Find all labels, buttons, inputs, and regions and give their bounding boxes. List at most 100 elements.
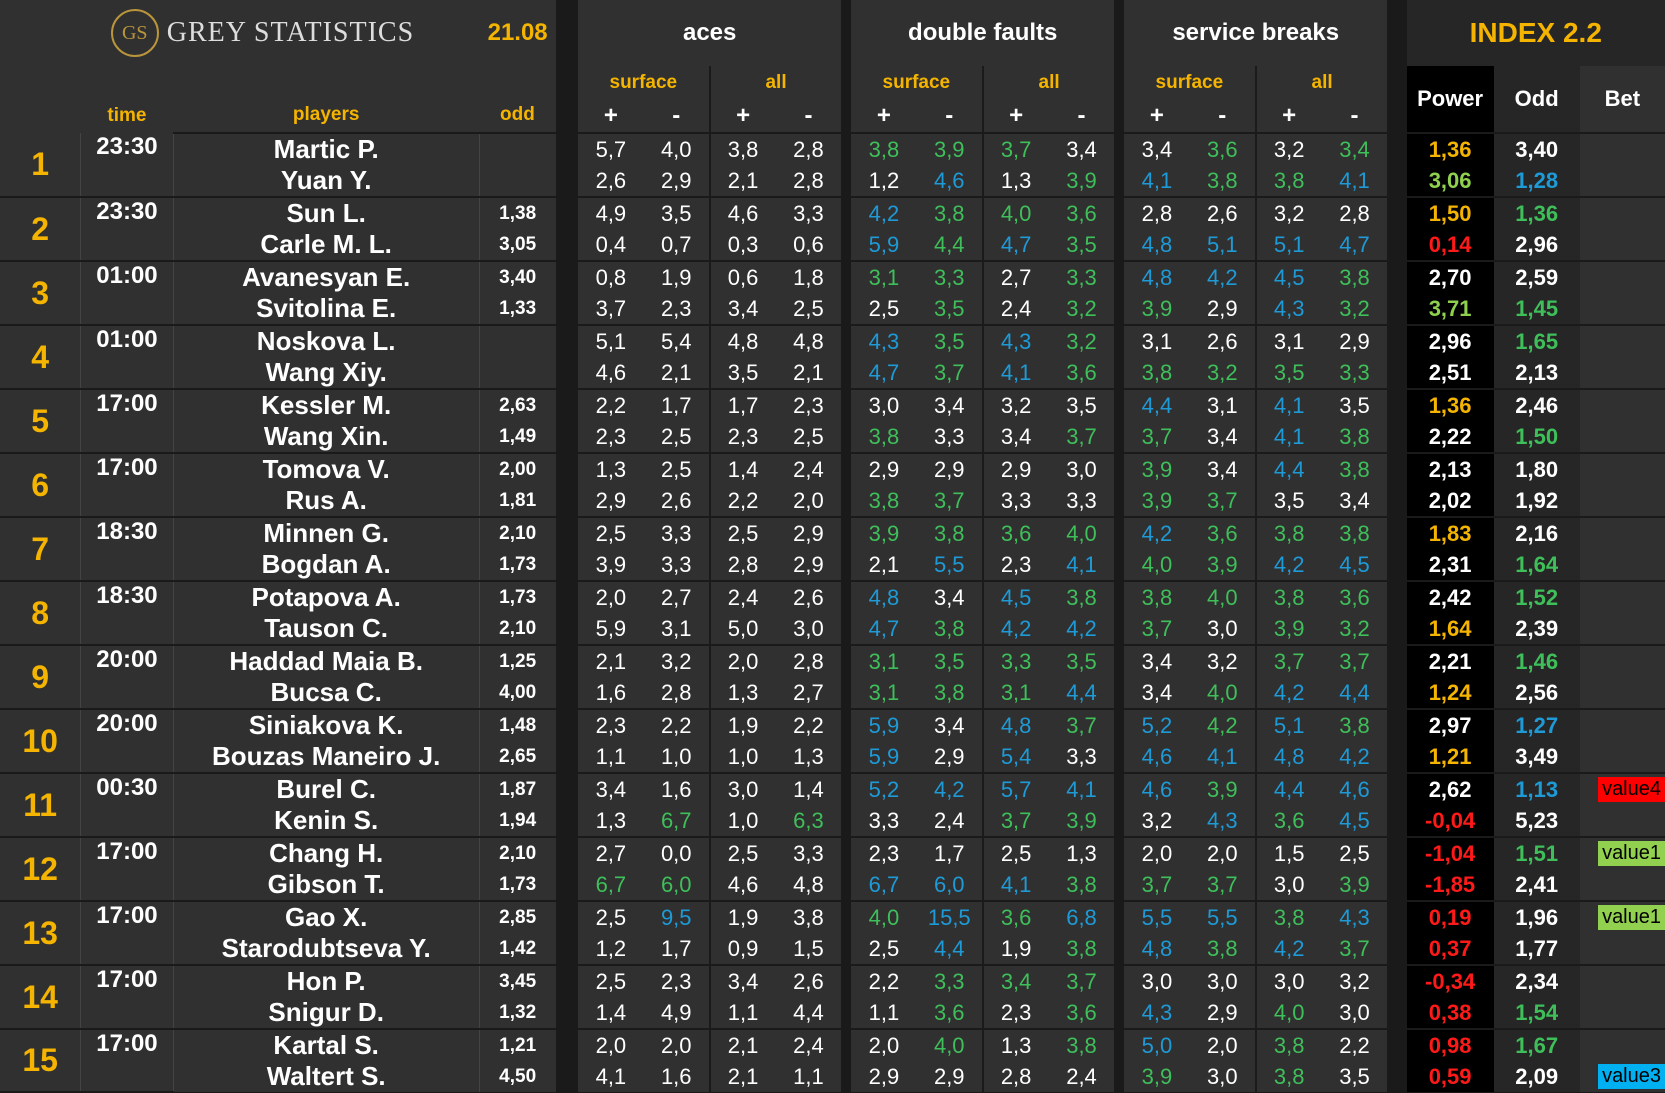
- stat-cell: 2,8: [982, 1061, 1049, 1092]
- table-row[interactable]: Kenin S. 1,94 1,3 6,7 1,0 6,3 3,3 2,4 3,7 3,9 3,2 4…: [0, 805, 1665, 837]
- player-name[interactable]: Noskova L.: [173, 324, 480, 357]
- table-row[interactable]: Starodubtseva Y. 1,42 1,2 1,7 0,9 1,5 2,5 4,4 1,…: [0, 933, 1665, 965]
- stat-cell: 2,2: [709, 485, 776, 517]
- table-row[interactable]: 2 23:30 Sun L. 1,38 4,9 3,5 4,6 3,3 4,2 3,8 4,0 3,6…: [0, 196, 1665, 262]
- player-name[interactable]: Chang H.: [173, 836, 480, 869]
- stat-cell: 4,2: [1048, 613, 1115, 645]
- power-value: -0,04: [1406, 805, 1494, 837]
- player-name[interactable]: Rus A.: [173, 485, 480, 517]
- player-name[interactable]: Wang Xin.: [173, 421, 480, 453]
- table-row[interactable]: Svitolina E. 1,33 3,7 2,3 3,4 2,5 2,5 3,5 2,4 3,2…: [0, 293, 1665, 325]
- player-name[interactable]: Potapova A.: [173, 580, 480, 613]
- stat-cell: 4,2: [1255, 549, 1322, 581]
- player-odd: 2,10: [479, 613, 556, 645]
- stat-cell: 4,5: [1321, 549, 1388, 581]
- stat-cell: 3,9: [1048, 805, 1115, 837]
- player-name[interactable]: Siniakova K.: [173, 708, 480, 741]
- table-row[interactable]: Bogdan A. 1,73 3,9 3,3 2,8 2,9 2,1 5,5 2,3 4,1 4,0…: [0, 549, 1665, 581]
- player-name[interactable]: Tomova V.: [173, 452, 480, 485]
- stat-cell: 2,8: [775, 644, 842, 677]
- stat-cell: 6,7: [643, 805, 711, 837]
- table-row[interactable]: 6 17:00 Tomova V. 2,00 1,3 2,5 1,4 2,4 2,9 2,9 2,9…: [0, 452, 1665, 518]
- table-row[interactable]: Wang Xiy. 4,6 2,1 3,5 2,1 4,7 3,7 4,1 3,6 3,8 3,2 3…: [0, 357, 1665, 389]
- player-name[interactable]: Bouzas Maneiro J.: [173, 741, 480, 773]
- player-name[interactable]: Hon P.: [173, 964, 480, 997]
- player-name[interactable]: Sun L.: [173, 196, 480, 229]
- stat-cell: 2,0: [577, 580, 644, 613]
- player-name[interactable]: Snigur D.: [173, 997, 480, 1029]
- player-name[interactable]: Carle M. L.: [173, 229, 480, 261]
- stat-cell: 0,6: [775, 229, 842, 261]
- table-row[interactable]: 5 17:00 Kessler M. 2,63 2,2 1,7 1,7 2,3 3,0 3,4 3,…: [0, 388, 1665, 454]
- stat-cell: 3,7: [1189, 485, 1257, 517]
- player-name[interactable]: Bogdan A.: [173, 549, 480, 581]
- stat-cell: 3,1: [850, 644, 917, 677]
- table-row[interactable]: 9 20:00 Haddad Maia B. 1,25 2,1 3,2 2,0 2,8 3,1 3…: [0, 644, 1665, 710]
- stat-cell: 2,1: [709, 1061, 776, 1092]
- table-row[interactable]: 7 18:30 Minnen G. 2,10 2,5 3,3 2,5 2,9 3,9 3,8 3,6…: [0, 516, 1665, 582]
- player-name[interactable]: Svitolina E.: [173, 293, 480, 325]
- player-name[interactable]: Yuan Y.: [173, 165, 480, 197]
- bet-badge[interactable]: value1: [1598, 841, 1665, 866]
- stat-cell: 2,5: [775, 421, 842, 453]
- table-row[interactable]: 15 17:00 Kartal S. 1,21 2,0 2,0 2,1 2,4 2,0 4,0 1,…: [0, 1028, 1665, 1093]
- stat-cell: 5,0: [1124, 1028, 1190, 1061]
- table-row[interactable]: 10 20:00 Siniakova K. 1,48 2,3 2,2 1,9 2,2 5,9 3,…: [0, 708, 1665, 774]
- stat-cell: 3,7: [916, 357, 984, 389]
- stat-cell: 4,9: [577, 196, 644, 229]
- stat-cell: 4,3: [1255, 293, 1322, 325]
- table-row[interactable]: Bucsa C. 4,00 1,6 2,8 1,3 2,7 3,1 3,8 3,1 4,4 3,4 4…: [0, 677, 1665, 709]
- table-row[interactable]: Wang Xin. 1,49 2,3 2,5 2,3 2,5 3,8 3,3 3,4 3,7 3,7…: [0, 421, 1665, 453]
- stat-cell: 5,9: [850, 708, 917, 741]
- table-row[interactable]: 1 23:30 Martic P. 5,7 4,0 3,8 2,8 3,8 3,9 3,7 3,4 3…: [0, 132, 1665, 198]
- table-row[interactable]: 3 01:00 Avanesyan E. 3,40 0,8 1,9 0,6 1,8 3,1 3,3…: [0, 260, 1665, 326]
- table-row[interactable]: Yuan Y. 2,6 2,9 2,1 2,8 1,2 4,6 1,3 3,9 4,1 3,8 3,8…: [0, 165, 1665, 197]
- player-name[interactable]: Tauson C.: [173, 613, 480, 645]
- stat-cell: 1,6: [643, 1061, 711, 1092]
- table-row[interactable]: 8 18:30 Potapova A. 1,73 2,0 2,7 2,4 2,6 4,8 3,4 4…: [0, 580, 1665, 646]
- table-row[interactable]: Bouzas Maneiro J. 2,65 1,1 1,0 1,0 1,3 5,9 2,9 5…: [0, 741, 1665, 773]
- player-name[interactable]: Bucsa C.: [173, 677, 480, 709]
- stat-cell: 3,8: [1321, 452, 1388, 485]
- player-name[interactable]: Starodubtseva Y.: [173, 933, 480, 965]
- player-name[interactable]: Martic P.: [173, 132, 480, 165]
- player-name[interactable]: Avanesyan E.: [173, 260, 480, 293]
- stat-cell: 3,4: [577, 772, 644, 805]
- table-row[interactable]: 11 00:30 Burel C. 1,87 3,4 1,6 3,0 1,4 5,2 4,2 5,7…: [0, 772, 1665, 838]
- stat-cell: 5,4: [982, 741, 1049, 773]
- bet-badge[interactable]: value3: [1598, 1064, 1665, 1089]
- player-name[interactable]: Kenin S.: [173, 805, 480, 837]
- player-name[interactable]: Kessler M.: [173, 388, 480, 421]
- stat-cell: 4,8: [775, 324, 842, 357]
- stat-cell: 3,8: [1255, 1028, 1322, 1061]
- stat-cell: 2,4: [709, 580, 776, 613]
- stat-cell: 2,3: [982, 997, 1049, 1029]
- table-row[interactable]: 13 17:00 Gao X. 2,85 2,5 9,5 1,9 3,8 4,0 15,5 3,6 6…: [0, 900, 1665, 966]
- bet-badge[interactable]: value1: [1598, 905, 1665, 930]
- table-row[interactable]: 12 17:00 Chang H. 2,10 2,7 0,0 2,5 3,3 2,3 1,7 2,5…: [0, 836, 1665, 902]
- player-name[interactable]: Kartal S.: [173, 1028, 480, 1061]
- stat-cell: 6,3: [775, 805, 842, 837]
- table-row[interactable]: Gibson T. 1,73 6,7 6,0 4,6 4,8 6,7 6,0 4,1 3,8 3,7…: [0, 869, 1665, 901]
- table-row[interactable]: Tauson C. 2,10 5,9 3,1 5,0 3,0 4,7 3,8 4,2 4,2 3,7…: [0, 613, 1665, 645]
- bet-cell: [1579, 644, 1665, 677]
- player-name[interactable]: Burel C.: [173, 772, 480, 805]
- table-row[interactable]: Waltert S. 4,50 4,1 1,6 2,1 1,1 2,9 2,9 2,8 2,4 3,…: [0, 1061, 1665, 1092]
- table-row[interactable]: Snigur D. 1,32 1,4 4,9 1,1 4,4 1,1 3,6 2,3 3,6 4,3…: [0, 997, 1665, 1029]
- player-name[interactable]: Minnen G.: [173, 516, 480, 549]
- stat-cell: 3,4: [1048, 132, 1115, 165]
- table-row[interactable]: Carle M. L. 3,05 0,4 0,7 0,3 0,6 5,9 4,4 4,7 3,5 4…: [0, 229, 1665, 261]
- index-odd-value: 2,56: [1493, 677, 1580, 709]
- player-name[interactable]: Waltert S.: [173, 1061, 480, 1092]
- player-name[interactable]: Gibson T.: [173, 869, 480, 901]
- player-name[interactable]: Haddad Maia B.: [173, 644, 480, 677]
- table-row[interactable]: 4 01:00 Noskova L. 5,1 5,4 4,8 4,8 4,3 3,5 4,3 3,2…: [0, 324, 1665, 390]
- table-row[interactable]: Rus A. 1,81 2,9 2,6 2,2 2,0 3,8 3,7 3,3 3,3 3,9 3,7…: [0, 485, 1665, 517]
- index-odd-value: 1,45: [1493, 293, 1580, 325]
- table-row[interactable]: 14 17:00 Hon P. 3,45 2,5 2,3 3,4 2,6 2,2 3,3 3,4 3,…: [0, 964, 1665, 1030]
- player-name[interactable]: Gao X.: [173, 900, 480, 933]
- player-name[interactable]: Wang Xiy.: [173, 357, 480, 389]
- bet-badge[interactable]: value4: [1598, 777, 1665, 802]
- stat-cell: 3,8: [916, 677, 984, 709]
- plus-label: +: [982, 100, 1049, 133]
